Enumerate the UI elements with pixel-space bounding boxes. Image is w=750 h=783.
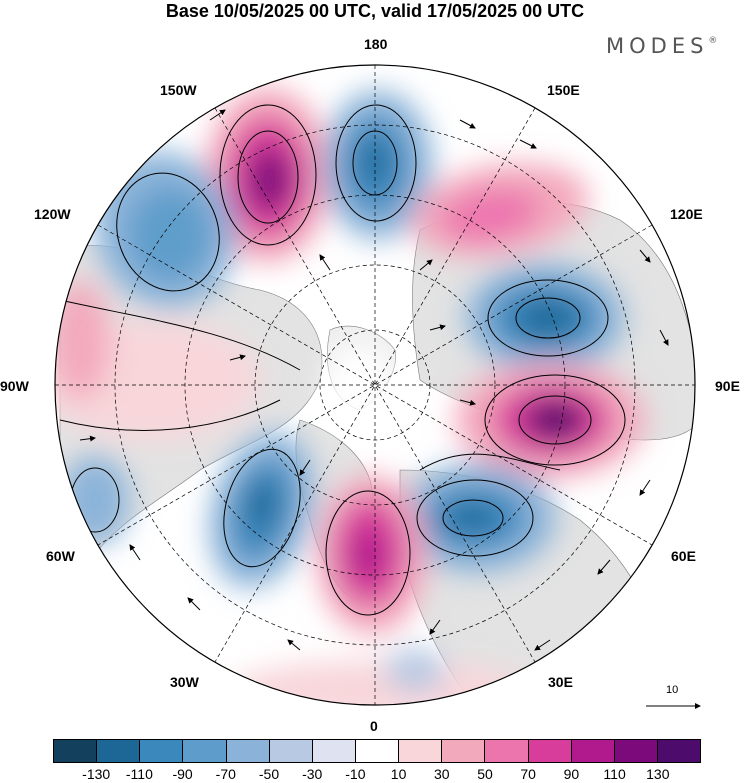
graticule bbox=[55, 65, 695, 705]
colorbar-swatch bbox=[312, 740, 356, 762]
colorbar bbox=[53, 739, 701, 763]
lon-label-90e: 90E bbox=[715, 378, 740, 394]
map-title: Base 10/05/2025 00 UTC, valid 17/05/2025… bbox=[165, 1, 585, 21]
colorbar-tick-label: -90 bbox=[172, 766, 193, 782]
modes-logo: MODES® bbox=[606, 34, 717, 58]
colorbar-swatch bbox=[485, 740, 529, 762]
colorbar-tick-label: -70 bbox=[215, 766, 236, 782]
lon-label-30e: 30E bbox=[548, 674, 573, 690]
colorbar-tick-label: 90 bbox=[563, 766, 580, 782]
lon-label-60w: 60W bbox=[46, 548, 75, 564]
colorbar-tick-label: 70 bbox=[520, 766, 536, 782]
colorbar-swatch bbox=[355, 740, 400, 762]
colorbar-swatch bbox=[614, 740, 658, 762]
lon-label-90w: 90W bbox=[0, 378, 29, 394]
colorbar-swatch bbox=[571, 740, 615, 762]
colorbar-swatch bbox=[657, 740, 701, 762]
lon-label-0: 0 bbox=[370, 718, 378, 734]
colorbar-swatch bbox=[269, 740, 313, 762]
colorbar-swatch bbox=[140, 740, 184, 762]
colorbar-tick-label: 130 bbox=[646, 766, 670, 782]
registered-mark: ® bbox=[708, 36, 718, 46]
lon-label-150w: 150W bbox=[160, 82, 197, 98]
lon-label-60e: 60E bbox=[671, 548, 696, 564]
lon-label-30w: 30W bbox=[170, 674, 199, 690]
colorbar-swatch bbox=[54, 740, 98, 762]
colorbar-swatch bbox=[528, 740, 572, 762]
map-disc bbox=[55, 65, 695, 705]
brand-name: MODES bbox=[606, 34, 709, 58]
colorbar-tick-label: -30 bbox=[302, 766, 323, 782]
colorbar-tick-label: -110 bbox=[125, 766, 153, 782]
colorbar-swatch bbox=[442, 740, 486, 762]
lon-label-150e: 150E bbox=[547, 82, 580, 98]
colorbar-tick-label: -50 bbox=[258, 766, 280, 782]
colorbar-tick-label: 110 bbox=[603, 766, 626, 782]
colorbar-swatch bbox=[399, 740, 443, 762]
colorbar-tick-label: 50 bbox=[477, 766, 493, 782]
lon-label-120e: 120E bbox=[670, 206, 703, 222]
map-border bbox=[54, 64, 696, 706]
lon-label-120w: 120W bbox=[34, 206, 71, 222]
anomaly-field bbox=[55, 87, 645, 705]
colorbar-swatch bbox=[97, 740, 141, 762]
colorbar-swatch bbox=[226, 740, 270, 762]
colorbar-tick-label: 30 bbox=[434, 766, 450, 782]
colorbar-tick-label: -130 bbox=[82, 766, 111, 782]
reference-vector-label: 10 bbox=[666, 684, 679, 696]
lon-label-180: 180 bbox=[364, 36, 388, 52]
colorbar-tick-label: 10 bbox=[390, 766, 407, 782]
colorbar-tick-label: -10 bbox=[345, 766, 366, 782]
anomaly-positive-south bbox=[230, 660, 530, 705]
colorbar-swatch bbox=[183, 740, 227, 762]
streamlines bbox=[59, 104, 626, 616]
